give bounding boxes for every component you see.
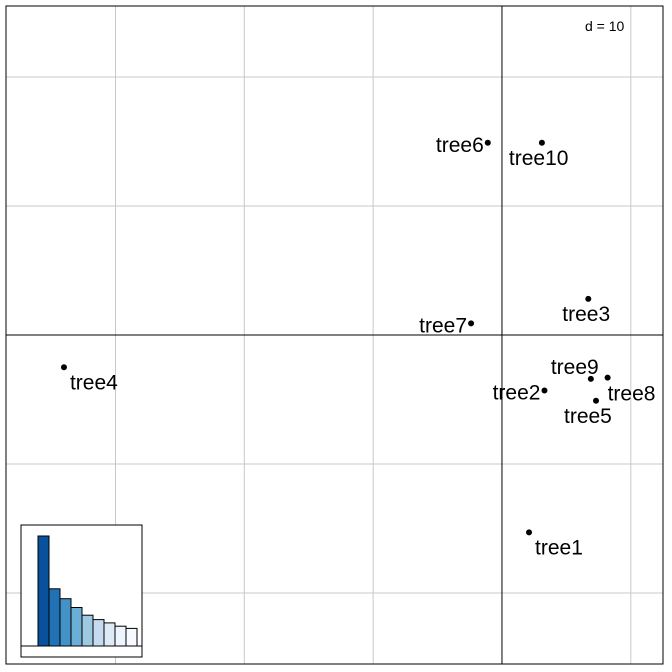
point-label: tree10 [509, 147, 569, 170]
point-label: tree9 [551, 356, 599, 379]
data-point [585, 295, 592, 302]
point-label: tree1 [535, 536, 583, 559]
eigenvalue-inset [20, 524, 143, 658]
point-label: tree2 [493, 381, 541, 404]
data-point [526, 529, 533, 536]
point-label: tree6 [436, 134, 484, 157]
data-point [468, 320, 475, 327]
eigenvalue-bar [125, 627, 138, 647]
eigenvalue-bar [81, 614, 94, 647]
data-point [484, 139, 491, 146]
data-point [593, 397, 600, 404]
point-label: tree8 [608, 383, 656, 406]
eigenvalue-bar [70, 607, 83, 647]
eigenvalue-bar [92, 619, 105, 647]
point-label: tree4 [70, 371, 118, 394]
eigenvalue-bars [37, 535, 138, 647]
data-point [538, 139, 545, 146]
data-point [541, 387, 548, 394]
eigenvalue-bar [37, 535, 50, 647]
eigenvalue-bar [103, 622, 116, 647]
data-point [587, 375, 594, 382]
eigenvalue-bar [114, 625, 127, 647]
points-layer: tree1 tree2 tree3 tree4 tree5 tree6 tree7 tree8… [60, 134, 656, 559]
grid-scale-label: d = 10 [585, 18, 625, 34]
point-label: tree5 [564, 405, 612, 428]
eigenvalue-bar [59, 598, 72, 647]
eigenvalue-bar [48, 588, 61, 647]
point-label: tree7 [419, 314, 467, 337]
data-point [604, 374, 611, 381]
point-label: tree3 [562, 303, 610, 326]
data-point [60, 364, 67, 371]
